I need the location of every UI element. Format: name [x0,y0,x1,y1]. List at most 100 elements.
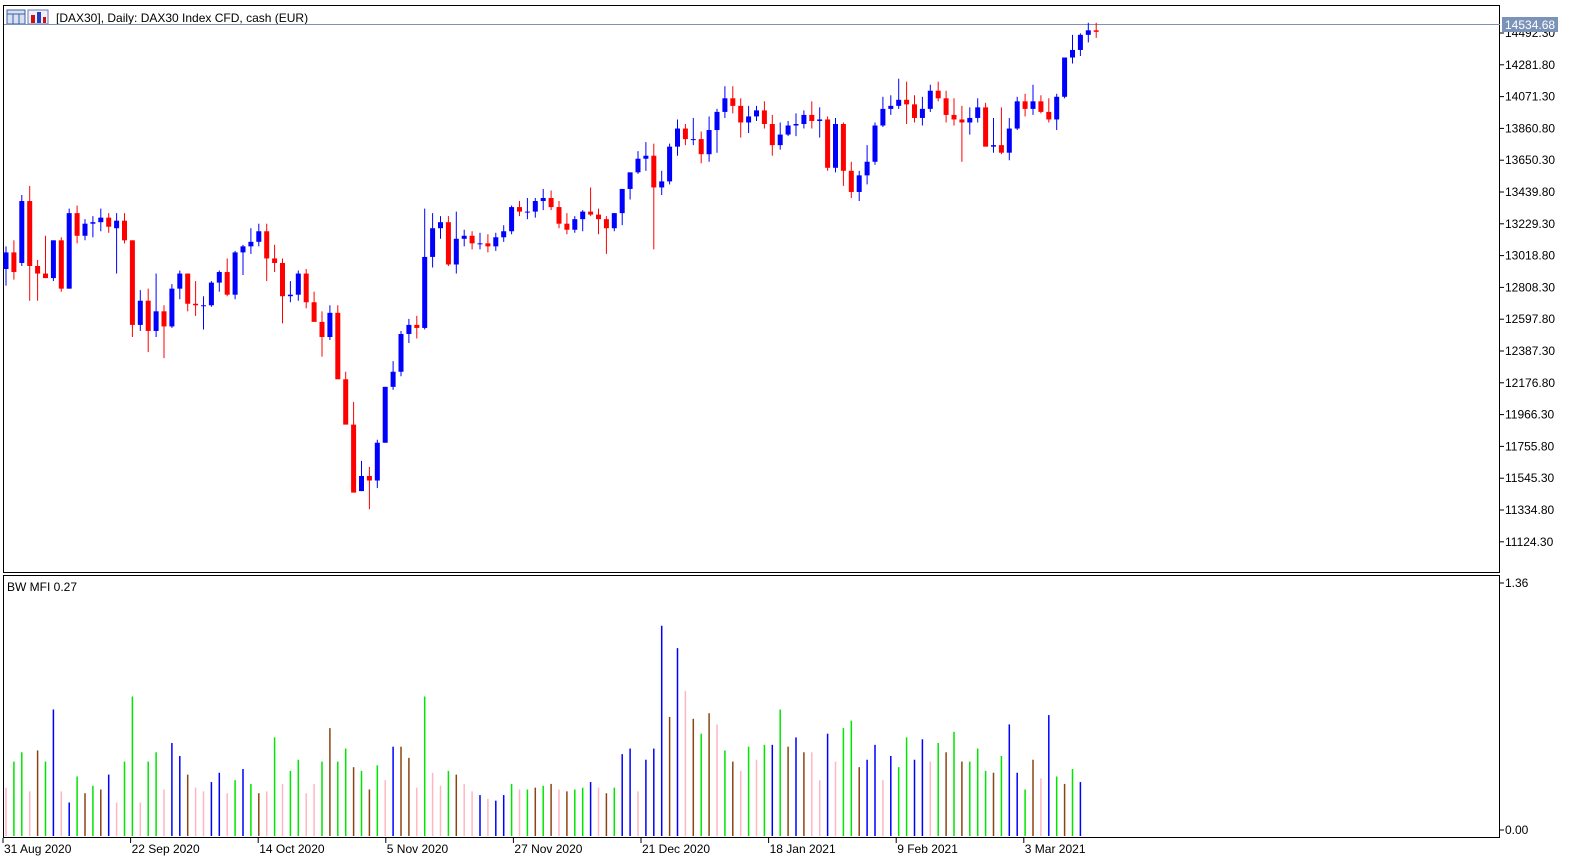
indicator-axis-max: 1.36 [1505,576,1529,590]
indicator-axis-min: 0.00 [1505,823,1529,837]
candle-bull [374,442,380,481]
candle-bear [106,217,112,227]
current-price-tag: 14534.68 [1502,17,1558,32]
candle-bear [161,311,167,327]
time-axis-label: 14 Oct 2020 [259,842,325,856]
candle-bull [864,161,870,176]
candle-bear [603,219,609,229]
candle-bear [682,128,688,140]
candle-bull [975,107,981,118]
candle-bear [556,207,562,224]
candle-bull [793,123,799,126]
time-axis-label: 21 Dec 2020 [642,842,710,856]
candle-bull [856,175,862,192]
price-axis-label: 12808.30 [1505,280,1555,294]
candle-bull [722,98,728,112]
candle-bull [643,155,649,159]
candle-bull [382,386,388,443]
candle-bull [232,252,238,295]
candle-bull [1014,101,1020,129]
candle-bull [398,333,404,372]
time-axis: 31 Aug 2020 22 Sep 2020 14 Oct 2020 5 Nov 2… [2,838,1086,856]
candle-bear [951,114,957,120]
candle-bear [904,99,910,105]
candle-bear [414,324,420,328]
candle-bull [690,139,696,141]
candle-bull [1085,30,1091,35]
candle-bull [390,371,396,387]
current-price-label: 14534.68 [1505,18,1555,32]
time-axis-label: 22 Sep 2020 [132,842,200,856]
candle-bull [98,217,104,223]
candle-bull [19,201,25,263]
candle-bear [564,223,570,230]
candle-bull [287,294,293,297]
candle-bear [272,258,278,263]
price-axis-label: 13650.30 [1505,153,1555,167]
candle-bear [943,98,949,115]
candle-bull [611,213,617,229]
candle-bull [509,207,515,232]
candle-bull [619,188,625,214]
candle-bear [485,243,491,247]
price-axis-label: 11545.30 [1505,471,1554,485]
candle-bull [422,256,428,328]
candle-bull [572,219,578,230]
candle-bull [430,228,436,257]
candle-bull [359,475,364,492]
candle-bull [216,272,222,283]
candle-bull [169,288,175,327]
price-axis-label: 14071.30 [1505,90,1555,104]
bw-mfi-histogram [5,625,1082,836]
price-axis-label: 11966.30 [1505,408,1554,422]
candle-bear [848,170,854,192]
candle-bull [833,123,838,168]
candle-bull [240,246,246,253]
candle-bull [896,99,902,106]
candle-bull [675,128,680,147]
indicator-pane[interactable] [3,575,1500,838]
candle-bear [58,240,64,289]
candle-bull [248,241,254,247]
candle-bear [730,98,736,106]
candle-bull [82,223,88,236]
candle-bear [935,90,941,99]
price-axis-label: 12597.80 [1505,312,1555,326]
candle-bear [912,104,917,118]
bar-chart-icon[interactable] [27,9,49,25]
candle-bear [27,201,33,266]
candle-bull [817,119,823,121]
price-pane[interactable] [3,5,1500,573]
candle-bull [1006,128,1012,153]
candle-bear [596,214,601,220]
candle-bear [809,114,815,121]
price-axis-label: 13018.80 [1505,249,1555,263]
time-axis-label: 31 Aug 2020 [4,842,72,856]
candle-bull [295,273,301,295]
candle-bull [177,273,183,289]
candle-bull [438,222,443,229]
candle-bear [335,312,341,380]
candle-bull [137,300,143,325]
chart-window-icon[interactable] [6,9,26,25]
candle-bull [801,114,807,124]
candle-bear [280,262,285,297]
candle-bear [224,272,230,295]
candle-bear [469,235,475,244]
candle-bear [129,240,135,325]
candle-bear [548,198,554,208]
candle-bull [406,324,412,334]
time-axis-label: 9 Feb 2021 [897,842,958,856]
candle-bull [777,134,783,146]
candle-bull [50,240,56,279]
time-axis-label: 3 Mar 2021 [1025,842,1086,856]
candle-bear [825,119,831,168]
candle-bear [303,273,309,303]
time-axis-label: 18 Jan 2021 [770,842,836,856]
candle-bear [983,107,989,147]
candle-bear [959,119,965,123]
candle-bull [872,125,878,162]
candle-bull [880,108,886,126]
candle-bear [351,424,357,493]
